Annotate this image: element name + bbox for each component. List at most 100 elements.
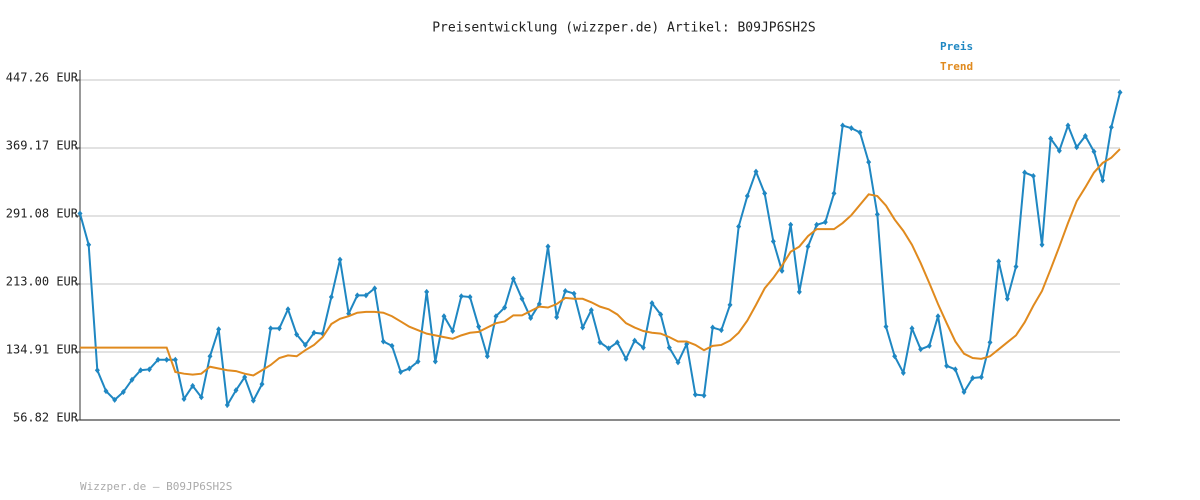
point-marker: [519, 295, 525, 302]
point-marker: [138, 367, 144, 374]
point-marker: [259, 381, 265, 388]
point-marker: [718, 327, 724, 334]
point-marker: [216, 326, 222, 333]
point-marker: [554, 314, 560, 321]
point-marker: [363, 292, 369, 299]
point-marker: [1022, 169, 1028, 176]
point-marker: [701, 392, 707, 399]
point-marker: [623, 355, 629, 362]
point-marker: [181, 395, 187, 402]
point-marker: [892, 353, 898, 360]
point-marker: [909, 325, 915, 332]
point-marker: [285, 306, 291, 313]
point-marker: [224, 402, 230, 409]
point-marker: [1100, 177, 1106, 184]
point-marker: [632, 337, 638, 344]
point-marker: [1117, 89, 1123, 96]
point-marker: [1013, 263, 1019, 270]
point-marker: [164, 356, 170, 363]
y-tick-label: 447.26 EUR: [6, 71, 79, 85]
point-marker: [528, 314, 534, 321]
point-marker: [779, 267, 785, 274]
point-marker: [1004, 295, 1010, 302]
point-marker: [467, 294, 473, 301]
point-marker: [588, 307, 594, 314]
point-marker: [796, 288, 802, 295]
y-tick-label: 291.08 EUR: [6, 207, 79, 221]
point-marker: [112, 396, 118, 403]
point-marker: [268, 325, 274, 332]
point-marker: [207, 353, 213, 360]
point-marker: [398, 368, 404, 375]
point-marker: [918, 346, 924, 353]
y-tick-label: 134.91 EUR: [6, 342, 79, 356]
point-marker: [597, 339, 603, 346]
point-marker: [840, 122, 846, 129]
point-marker: [103, 388, 109, 395]
point-marker: [250, 397, 256, 404]
point-marker: [675, 359, 681, 366]
point-marker: [545, 243, 551, 250]
point-marker: [831, 190, 837, 197]
point-marker: [484, 353, 490, 360]
point-marker: [458, 293, 464, 300]
point-marker: [883, 323, 889, 330]
point-marker: [857, 129, 863, 136]
point-marker: [692, 391, 698, 398]
point-marker: [172, 356, 178, 363]
point-marker: [86, 241, 92, 248]
point-marker: [952, 366, 958, 373]
point-marker: [866, 159, 872, 166]
point-marker: [996, 258, 1002, 265]
point-marker: [666, 344, 672, 351]
point-marker: [242, 374, 248, 381]
point-marker: [276, 325, 282, 332]
point-marker: [1056, 147, 1062, 154]
point-marker: [744, 193, 750, 200]
footer: Wizzper.de – B09JP6SH2S: [80, 480, 232, 493]
point-marker: [190, 382, 196, 389]
point-marker: [1082, 132, 1088, 139]
point-marker: [198, 394, 204, 401]
point-marker: [1039, 241, 1045, 248]
point-marker: [155, 356, 161, 363]
point-marker: [424, 288, 430, 295]
point-marker: [233, 387, 239, 394]
point-marker: [926, 342, 932, 349]
series-line: [80, 148, 1121, 377]
chart-title: Preisentwicklung (wizzper.de) Artikel: B…: [432, 21, 816, 36]
y-tick-label: 213.00 EUR: [6, 274, 79, 288]
point-marker: [970, 375, 976, 382]
point-marker: [294, 331, 300, 338]
point-marker: [736, 223, 742, 230]
point-marker: [874, 211, 880, 218]
point-marker: [389, 342, 395, 349]
point-marker: [328, 294, 334, 301]
point-marker: [710, 324, 716, 331]
point-marker: [1048, 135, 1054, 142]
point-marker: [658, 311, 664, 318]
point-marker: [753, 168, 759, 175]
point-marker: [77, 210, 83, 217]
point-marker: [805, 243, 811, 250]
point-marker: [120, 388, 126, 395]
point-marker: [493, 313, 499, 320]
point-marker: [935, 313, 941, 320]
point-marker: [770, 238, 776, 245]
point-marker: [614, 339, 620, 346]
point-marker: [978, 374, 984, 381]
point-marker: [94, 367, 100, 374]
point-marker: [441, 313, 447, 320]
point-marker: [580, 324, 586, 331]
legend-label: Trend: [940, 60, 973, 73]
y-tick-label: 56.82 EUR: [13, 411, 79, 425]
point-marker: [146, 366, 152, 373]
point-marker: [311, 329, 317, 336]
point-marker: [606, 345, 612, 352]
point-marker: [354, 292, 360, 299]
point-marker: [848, 125, 854, 132]
legend-label: Preis: [940, 40, 973, 53]
y-tick-label: 369.17 EUR: [6, 139, 79, 153]
